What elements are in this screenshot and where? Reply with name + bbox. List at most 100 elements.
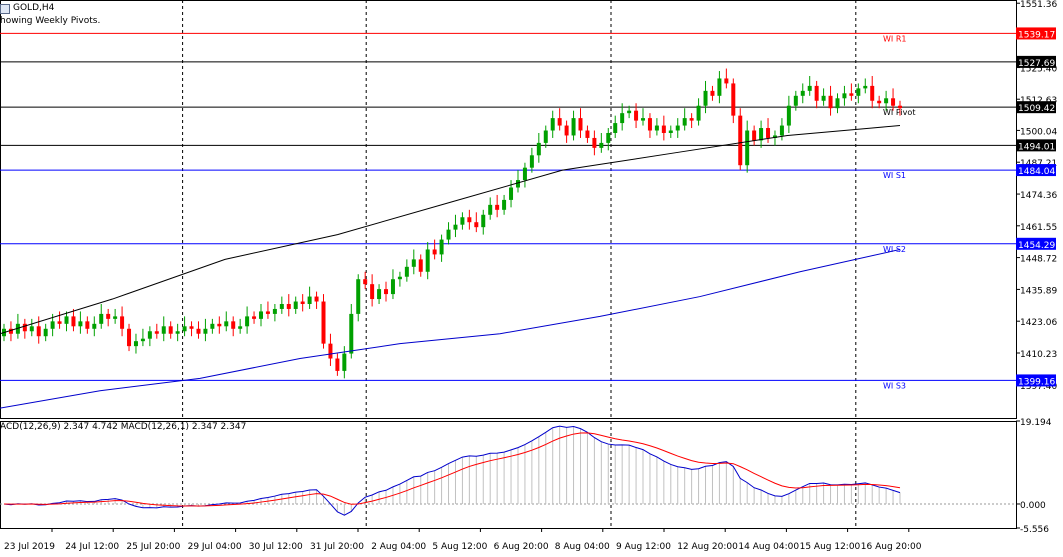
candle-body bbox=[404, 266, 409, 277]
candle-body bbox=[842, 93, 847, 99]
time-tick-label: 31 Jul 20:00 bbox=[310, 542, 364, 552]
time-tick-label: 2 Aug 04:00 bbox=[371, 542, 426, 552]
main-frame bbox=[0, 0, 1017, 419]
pivot-price-tag bbox=[1016, 27, 1056, 40]
candle-body bbox=[793, 95, 798, 106]
candle-body bbox=[779, 125, 784, 136]
candle-body bbox=[71, 316, 76, 327]
time-tick-label: 25 Jul 20:00 bbox=[126, 542, 180, 552]
candle-body bbox=[328, 343, 333, 359]
price-tick-label: 1397.40 bbox=[1020, 382, 1057, 392]
candle-body bbox=[877, 100, 882, 104]
candle-body bbox=[314, 296, 319, 302]
pivot-name: WI S1 bbox=[883, 171, 906, 180]
pivot-price-label: 1399.16 bbox=[1018, 377, 1055, 387]
candle-body bbox=[731, 83, 736, 116]
pivot-price-tag bbox=[1016, 139, 1056, 152]
candle-body bbox=[599, 142, 604, 148]
candle-body bbox=[210, 323, 215, 329]
candle-body bbox=[863, 85, 868, 89]
pivot-price-label: 1509.42 bbox=[1018, 104, 1055, 114]
candle-body bbox=[224, 321, 229, 327]
candle-body bbox=[384, 289, 389, 295]
candle-body bbox=[870, 85, 875, 101]
candle-body bbox=[189, 326, 194, 329]
candle-body bbox=[106, 313, 111, 319]
candle-body bbox=[356, 279, 361, 314]
candle-body bbox=[307, 296, 312, 304]
candle-body bbox=[522, 167, 527, 181]
candle-body bbox=[154, 331, 159, 334]
candle-body bbox=[15, 323, 20, 334]
pivot-name: WI S2 bbox=[883, 245, 906, 254]
price-tick-label: 1448.72 bbox=[1020, 255, 1057, 265]
candle-body bbox=[884, 98, 889, 104]
candle-body bbox=[467, 217, 472, 223]
candle-body bbox=[78, 321, 83, 327]
candle-body bbox=[175, 331, 180, 334]
price-tick-label: 1500.04 bbox=[1020, 127, 1057, 137]
candle-body bbox=[759, 128, 764, 141]
pivot-price-tag bbox=[1016, 374, 1056, 387]
candle-body bbox=[29, 326, 34, 332]
candle-body bbox=[675, 125, 680, 131]
pivot-price-label: 1454.29 bbox=[1018, 241, 1055, 251]
time-tick-label: 16 Aug 20:00 bbox=[861, 542, 922, 552]
candle-body bbox=[238, 326, 243, 329]
candle-body bbox=[696, 105, 701, 121]
candle-body bbox=[738, 115, 743, 166]
time-tick-label: 29 Jul 04:00 bbox=[188, 542, 242, 552]
candle-body bbox=[786, 105, 791, 126]
time-tick-label: 12 Aug 20:00 bbox=[677, 542, 738, 552]
candle-body bbox=[641, 118, 646, 121]
candle-body bbox=[8, 328, 13, 334]
candle-body bbox=[349, 313, 354, 354]
indicator-note: howing Weekly Pivots. bbox=[0, 16, 101, 26]
candle-body bbox=[620, 113, 625, 124]
symbol-icon bbox=[0, 3, 10, 14]
candle-body bbox=[133, 341, 138, 347]
candle-body bbox=[835, 98, 840, 109]
pivot-name: WI R1 bbox=[883, 34, 906, 43]
candle-body bbox=[634, 110, 639, 121]
candle-body bbox=[502, 199, 507, 210]
candle-body bbox=[127, 328, 132, 347]
candle-body bbox=[245, 316, 250, 327]
candle-body bbox=[564, 125, 569, 136]
candle-body bbox=[64, 316, 69, 324]
candle-body bbox=[752, 130, 757, 141]
macd-label: ACD(12,26,9) 2.347 4.742 MACD(12,26,1) 2… bbox=[0, 422, 247, 432]
candle-body bbox=[439, 239, 444, 255]
candle-body bbox=[113, 316, 118, 319]
time-tick-label: 24 Jul 12:00 bbox=[65, 542, 119, 552]
candle-body bbox=[300, 301, 305, 304]
time-tick-label: 5 Aug 12:00 bbox=[432, 542, 487, 552]
price-tick-label: 1551.36 bbox=[1020, 0, 1057, 10]
time-tick-label: 6 Aug 20:00 bbox=[494, 542, 549, 552]
candle-body bbox=[814, 85, 819, 101]
candle-body bbox=[509, 187, 514, 200]
candle-body bbox=[85, 321, 90, 329]
candle-body bbox=[891, 98, 896, 106]
candle-body bbox=[800, 90, 805, 96]
candle-body bbox=[425, 249, 430, 272]
candle-body bbox=[703, 90, 708, 106]
time-tick-label: 15 Aug 12:00 bbox=[800, 542, 861, 552]
candle-body bbox=[745, 130, 750, 166]
macd-tick-label: 19.194 bbox=[1020, 418, 1052, 428]
candle-body bbox=[557, 118, 562, 126]
candle-body bbox=[321, 301, 326, 344]
candle-body bbox=[856, 88, 861, 96]
candle-body bbox=[578, 118, 583, 131]
candle-body bbox=[286, 303, 291, 309]
candle-body bbox=[898, 105, 902, 109]
chart-header: GOLD,H4 howing Weekly Pivots. bbox=[0, 2, 100, 28]
candle-body bbox=[168, 326, 173, 334]
candle-body bbox=[293, 301, 298, 309]
price-tick-label: 1474.36 bbox=[1020, 191, 1057, 201]
candle-body bbox=[828, 95, 833, 109]
candle-body bbox=[682, 118, 687, 126]
candle-body bbox=[613, 123, 618, 133]
candle-body bbox=[724, 78, 729, 84]
